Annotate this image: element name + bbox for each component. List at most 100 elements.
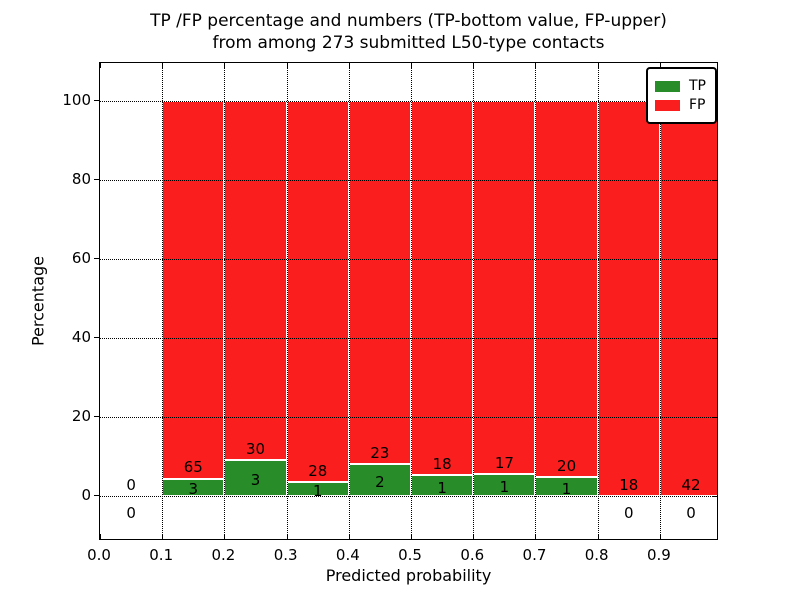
x-tick-mark [348,63,350,68]
gridline-vertical [162,63,164,539]
bar-fp [286,100,349,483]
fp-count-label: 20 [557,457,577,476]
fp-count-label: 30 [245,439,266,458]
gridline-vertical [597,63,599,539]
fp-count-label: 42 [681,475,701,494]
tp-count-label: 0 [624,504,634,523]
bar-fp [659,100,717,496]
y-tick-mark [94,178,99,180]
y-tick-mark [94,257,99,259]
y-tick-mark [712,495,717,497]
y-tick-label: 60 [71,248,91,267]
bar-fp [597,100,660,496]
gridline-vertical [224,63,226,539]
tp-count-label: 1 [499,477,510,496]
gridline-horizontal [100,416,717,418]
x-tick-mark [162,63,164,68]
x-tick-mark [597,534,599,539]
bar-fp [224,100,287,461]
tp-count-label: 1 [437,478,447,497]
x-tick-mark [535,63,537,68]
x-tick-mark [411,534,413,539]
y-tick-mark [712,258,717,260]
x-tick-label: 0.6 [460,546,485,564]
x-tick-mark [659,63,661,68]
fp-count-label: 65 [183,458,203,477]
tp-legend-swatch [655,80,680,92]
x-tick-mark [411,63,413,68]
bar-fp [473,100,536,475]
fp-legend-swatch [655,99,680,111]
y-tick-label: 40 [71,327,91,346]
gridline-horizontal [100,495,717,497]
legend-label: FP [689,97,706,113]
bar-tp [224,460,287,496]
x-tick-label: 0.1 [149,546,174,564]
fp-count-label: 28 [308,462,328,481]
gridline-horizontal [100,179,717,181]
x-tick-mark [224,63,226,68]
legend-item: FP [655,97,706,113]
y-tick-mark [94,494,99,496]
tp-count-label: 1 [561,479,572,498]
x-tick-label: 0.9 [646,546,671,564]
x-tick-mark [535,534,537,539]
tp-count-label: 3 [250,470,261,489]
bar-fp [535,100,598,478]
x-tick-mark [473,534,475,539]
x-tick-mark [286,534,288,539]
chart-title-line2: from among 273 submitted L50-type contac… [212,33,605,53]
y-tick-label: 100 [62,90,91,109]
gridline-horizontal [100,258,717,260]
fp-count-label: 18 [432,455,452,474]
gridline-vertical [473,63,475,539]
y-tick-label: 80 [71,169,91,188]
x-tick-label: 0.2 [211,546,236,564]
bar-fp [348,100,412,465]
x-tick-mark [100,63,101,68]
gridline-vertical [411,63,413,539]
bar-fp [162,100,225,479]
x-tick-label: 0.5 [398,546,422,564]
x-tick-mark [162,534,164,539]
x-tick-mark [597,63,599,68]
x-axis-label: Predicted probability [325,566,492,585]
tp-count-label: 2 [375,473,385,492]
x-tick-mark [100,534,101,539]
bar-tp [348,464,412,496]
x-tick-mark [659,534,661,539]
x-tick-label: 0.7 [522,546,547,564]
gridline-horizontal [100,100,717,102]
x-tick-mark [286,63,288,68]
gridline-vertical [535,63,537,539]
chart-title: TP /FP percentage and numbers (TP-bottom… [99,10,718,54]
y-tick-mark [94,415,99,417]
y-tick-label: 0 [81,485,91,504]
gridline-vertical [348,63,350,539]
tp-count-label: 3 [188,480,199,499]
x-tick-label: 0.0 [87,546,111,564]
x-tick-mark [473,63,475,68]
gridline-vertical [286,63,288,539]
legend: TP FP [646,67,717,124]
fp-count-label: 0 [126,475,136,494]
fp-count-label: 17 [494,453,514,472]
gridline-vertical [659,63,661,539]
y-tick-mark [94,336,99,338]
x-tick-label: 0.3 [273,546,298,564]
chart-title-line1: TP /FP percentage and numbers (TP-bottom… [150,11,667,31]
x-tick-label: 0.8 [584,546,609,564]
x-tick-label: 0.4 [335,546,360,564]
gridline-horizontal [100,337,717,339]
fp-count-label: 23 [370,444,390,463]
fp-count-label: 18 [619,475,639,494]
y-tick-mark [712,179,717,181]
tp-count-label: 1 [312,482,323,501]
x-tick-mark [224,534,226,539]
legend-item: TP [655,78,706,94]
plot-area: TP FP 0 0 65 3 30 3 28 1 23 2 18 1 17 1 20 1 18 0 42 0 [99,62,718,540]
tp-count-label: 0 [126,504,136,523]
x-tick-mark [348,534,350,539]
y-tick-mark [712,337,717,339]
